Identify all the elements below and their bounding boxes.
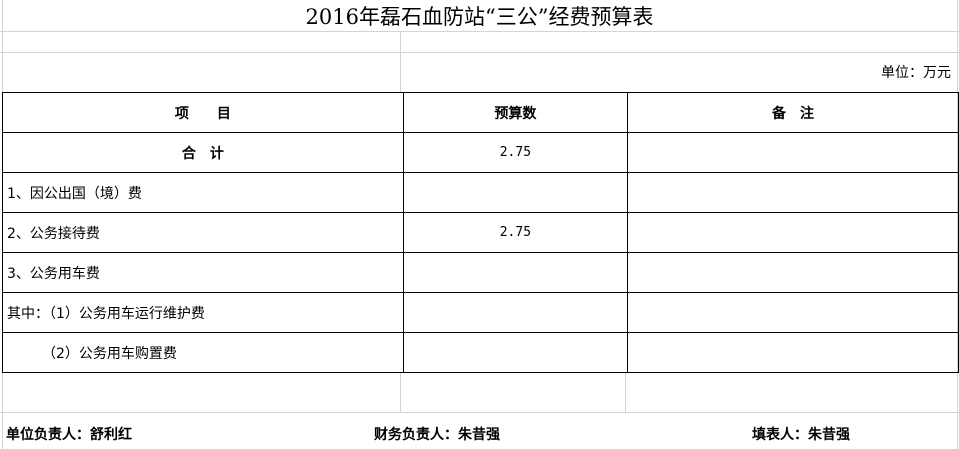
table-row: （2）公务用车购置费 [2, 332, 959, 373]
budget-cell[interactable] [402, 292, 629, 333]
budget-cell[interactable] [402, 252, 629, 293]
table-header-row: 项 目 预算数 备 注 [2, 92, 959, 133]
table-row: 3、公务用车费 [2, 252, 959, 293]
gridline [0, 52, 959, 53]
gridline [0, 31, 959, 32]
note-cell[interactable] [627, 332, 959, 373]
note-cell[interactable] [627, 252, 959, 293]
budget-table: 项 目 预算数 备 注 合 计 2.75 1、因公出国（境）费 2、公务接待费 … [2, 92, 959, 373]
finance-head-signature: 财务负责人：朱昔强 [374, 427, 500, 443]
budget-cell[interactable]: 2.75 [402, 132, 629, 173]
preparer-signature: 填表人：朱昔强 [752, 427, 850, 443]
table-row: 2、公务接待费 2.75 [2, 212, 959, 253]
page-title: 2016年磊石血防站“三公”经费预算表 [305, 5, 654, 29]
gridline [400, 31, 401, 92]
budget-cell[interactable] [402, 332, 629, 373]
item-cell[interactable]: （2）公务用车购置费 [2, 332, 404, 373]
note-cell[interactable] [627, 172, 959, 213]
header-item[interactable]: 项 目 [2, 92, 404, 133]
header-budget[interactable]: 预算数 [402, 92, 629, 133]
gridline [400, 372, 401, 412]
table-row: 其中：（1）公务用车运行维护费 [2, 292, 959, 333]
table-row: 1、因公出国（境）费 [2, 172, 959, 213]
table-row: 合 计 2.75 [2, 132, 959, 173]
unit-head-signature: 单位负责人：舒利红 [6, 427, 132, 443]
note-cell[interactable] [627, 212, 959, 253]
gridline [625, 372, 626, 412]
budget-cell[interactable]: 2.75 [402, 212, 629, 253]
item-cell[interactable]: 合 计 [2, 132, 404, 173]
gridline [0, 412, 959, 413]
note-cell[interactable] [627, 132, 959, 173]
item-cell[interactable]: 2、公务接待费 [2, 212, 404, 253]
note-cell[interactable] [627, 292, 959, 333]
item-cell[interactable]: 其中：（1）公务用车运行维护费 [2, 292, 404, 333]
header-note[interactable]: 备 注 [627, 92, 959, 133]
item-cell[interactable]: 1、因公出国（境）费 [2, 172, 404, 213]
budget-cell[interactable] [402, 172, 629, 213]
unit-label: 单位：万元 [881, 65, 951, 81]
item-cell[interactable]: 3、公务用车费 [2, 252, 404, 293]
